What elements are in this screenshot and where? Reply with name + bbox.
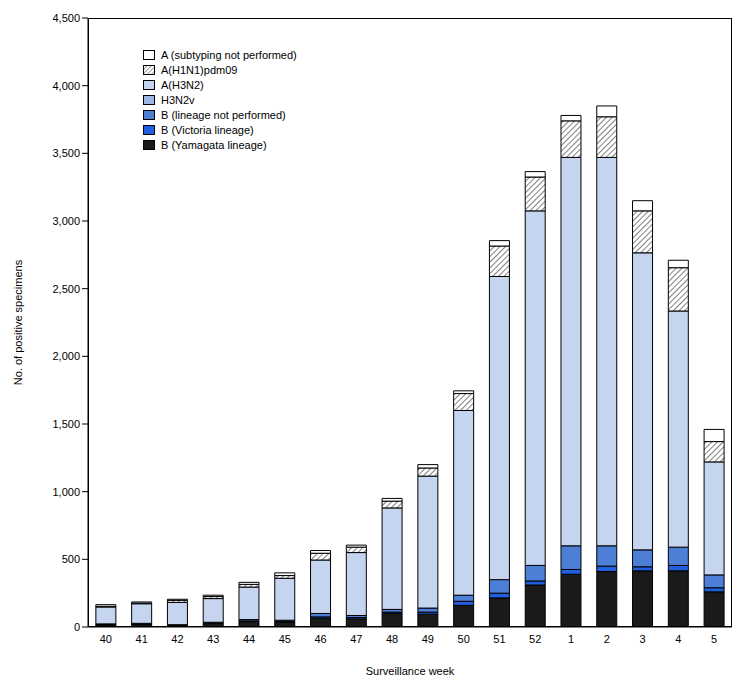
svg-text:44: 44 <box>243 633 255 645</box>
html-text:A(H3N2): A(H3N2) <box>161 79 204 91</box>
svg-text:2,000: 2,000 <box>52 350 80 362</box>
svg-text:No. of positive specimens: No. of positive specimens <box>12 259 24 385</box>
html-text:B (lineage not performed): B (lineage not performed) <box>161 109 286 121</box>
svg-text:52: 52 <box>529 633 541 645</box>
svg-text:1,500: 1,500 <box>52 418 80 430</box>
svg-text:3,500: 3,500 <box>52 147 80 159</box>
svg-text:0: 0 <box>74 621 80 633</box>
svg-text:3,000: 3,000 <box>52 215 80 227</box>
svg-text:42: 42 <box>171 633 183 645</box>
svg-text:45: 45 <box>279 633 291 645</box>
svg-text:5: 5 <box>711 633 717 645</box>
svg-text:1,000: 1,000 <box>52 486 80 498</box>
svg-text:500: 500 <box>62 553 80 565</box>
svg-text:2: 2 <box>604 633 610 645</box>
svg-text:Surveillance week: Surveillance week <box>366 665 455 677</box>
svg-text:3: 3 <box>639 633 645 645</box>
svg-text:46: 46 <box>314 633 326 645</box>
svg-text:41: 41 <box>136 633 148 645</box>
html-text:A(H1N1)pdm09: A(H1N1)pdm09 <box>161 64 238 76</box>
svg-text:49: 49 <box>422 633 434 645</box>
svg-text:48: 48 <box>386 633 398 645</box>
html-text:B (Yamagata lineage): B (Yamagata lineage) <box>161 139 267 151</box>
html-text:H3N2v: H3N2v <box>161 94 195 106</box>
svg-text:4,000: 4,000 <box>52 80 80 92</box>
svg-text:40: 40 <box>100 633 112 645</box>
svg-text:2,500: 2,500 <box>52 283 80 295</box>
svg-text:50: 50 <box>458 633 470 645</box>
svg-text:4: 4 <box>675 633 681 645</box>
svg-text:51: 51 <box>493 633 505 645</box>
html-text:A (subtyping not performed): A (subtyping not performed) <box>161 49 297 61</box>
svg-text:1: 1 <box>568 633 574 645</box>
svg-text:47: 47 <box>350 633 362 645</box>
svg-text:43: 43 <box>207 633 219 645</box>
svg-text:4,500: 4,500 <box>52 12 80 24</box>
html-text:B (Victoria lineage): B (Victoria lineage) <box>161 124 254 136</box>
